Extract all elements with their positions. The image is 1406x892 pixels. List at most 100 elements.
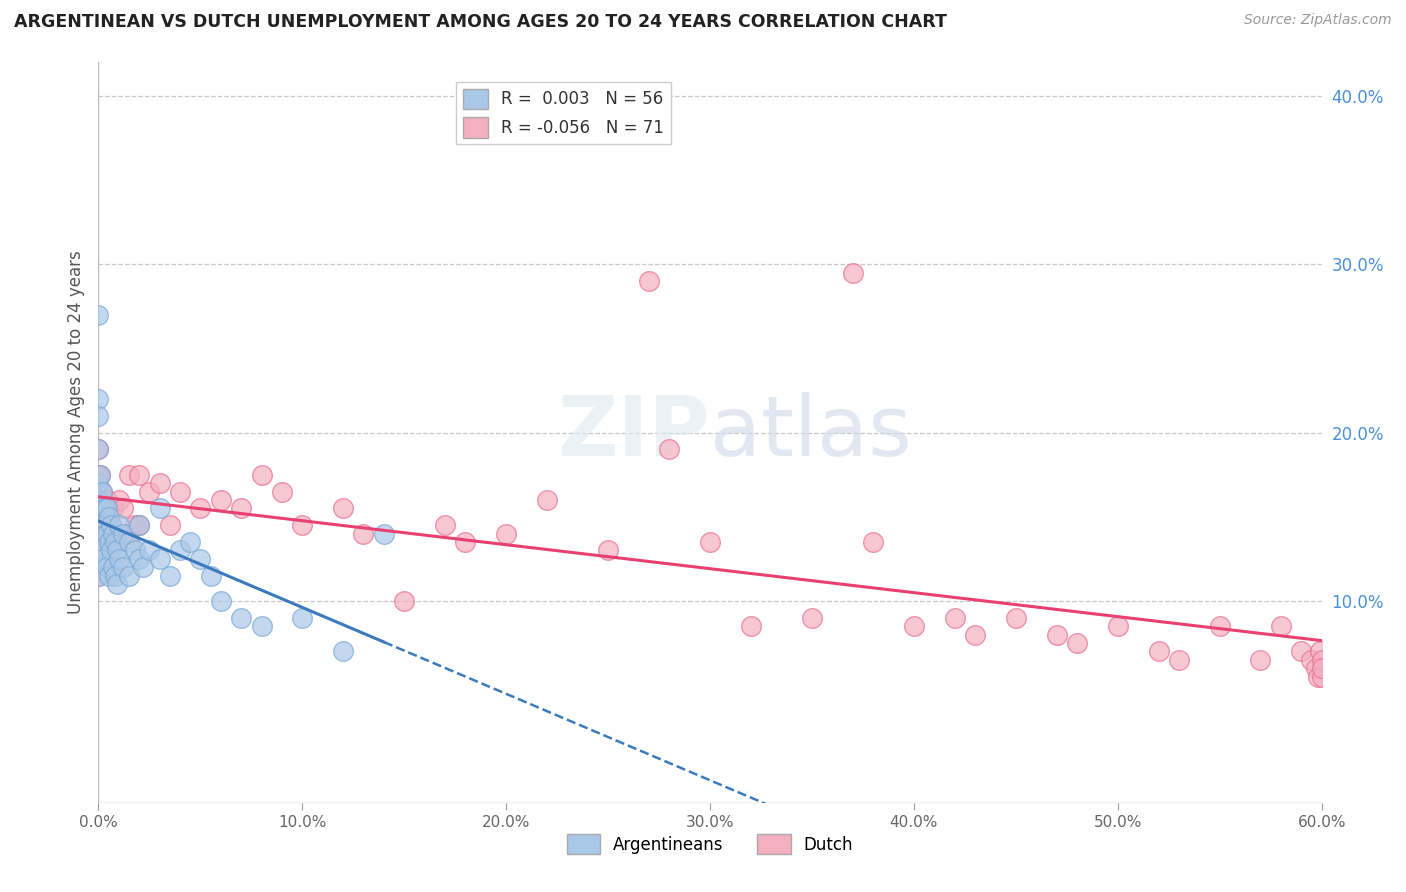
Point: [903, 619, 925, 633]
Point: [108, 492, 131, 507]
Point: [111, 526, 134, 541]
Point: [87, 308, 110, 322]
Point: [108, 518, 131, 533]
Point: [149, 476, 172, 491]
Point: [97, 568, 120, 582]
Point: [1309, 644, 1331, 658]
Text: atlas: atlas: [710, 392, 911, 473]
Point: [454, 535, 477, 549]
Point: [96, 560, 118, 574]
Point: [159, 568, 181, 582]
Point: [124, 518, 146, 533]
Y-axis label: Unemployment Among Ages 20 to 24 years: Unemployment Among Ages 20 to 24 years: [66, 251, 84, 615]
Point: [231, 501, 253, 516]
Point: [1291, 644, 1313, 658]
Point: [87, 568, 110, 582]
Point: [1167, 653, 1189, 667]
Point: [434, 518, 457, 533]
Point: [200, 568, 222, 582]
Point: [87, 392, 110, 406]
Point: [118, 526, 141, 541]
Point: [699, 535, 721, 549]
Point: [598, 543, 620, 558]
Point: [1310, 653, 1333, 667]
Legend: Argentineans, Dutch: Argentineans, Dutch: [560, 828, 860, 861]
Point: [87, 518, 110, 533]
Point: [138, 484, 160, 499]
Point: [93, 501, 115, 516]
Point: [536, 492, 558, 507]
Point: [132, 560, 155, 574]
Point: [179, 535, 201, 549]
Point: [332, 501, 354, 516]
Point: [270, 484, 294, 499]
Point: [108, 551, 131, 566]
Point: [332, 644, 354, 658]
Point: [128, 518, 150, 533]
Point: [101, 526, 124, 541]
Point: [128, 518, 150, 533]
Point: [1147, 644, 1170, 658]
Point: [373, 526, 395, 541]
Point: [97, 543, 120, 558]
Point: [1305, 661, 1327, 675]
Point: [637, 274, 661, 288]
Point: [658, 442, 681, 457]
Point: [87, 543, 110, 558]
Point: [841, 266, 863, 280]
Point: [352, 526, 374, 541]
Point: [89, 467, 111, 482]
Point: [118, 535, 141, 549]
Point: [89, 543, 111, 558]
Point: [188, 501, 212, 516]
Point: [111, 501, 134, 516]
Point: [100, 543, 122, 558]
Point: [96, 501, 118, 516]
Point: [1004, 610, 1026, 624]
Point: [91, 484, 114, 499]
Point: [87, 409, 110, 423]
Point: [93, 535, 115, 549]
Point: [250, 619, 273, 633]
Point: [97, 509, 120, 524]
Point: [91, 518, 114, 533]
Point: [101, 501, 124, 516]
Point: [1249, 653, 1271, 667]
Point: [128, 467, 150, 482]
Point: [87, 518, 110, 533]
Point: [104, 535, 127, 549]
Point: [97, 501, 120, 516]
Point: [1066, 636, 1088, 650]
Point: [87, 492, 110, 507]
Point: [124, 543, 146, 558]
Point: [105, 577, 128, 591]
Point: [1270, 619, 1292, 633]
Point: [89, 501, 111, 516]
Point: [1301, 653, 1323, 667]
Point: [1107, 619, 1129, 633]
Point: [101, 560, 124, 574]
Point: [87, 467, 110, 482]
Point: [118, 568, 141, 582]
Point: [87, 568, 110, 582]
Text: Source: ZipAtlas.com: Source: ZipAtlas.com: [1244, 13, 1392, 28]
Point: [87, 442, 110, 457]
Point: [495, 526, 517, 541]
Point: [111, 560, 134, 574]
Point: [943, 610, 966, 624]
Point: [291, 518, 314, 533]
Point: [89, 501, 111, 516]
Point: [159, 518, 181, 533]
Point: [291, 610, 314, 624]
Point: [801, 610, 824, 624]
Point: [104, 526, 127, 541]
Point: [91, 551, 114, 566]
Point: [169, 543, 191, 558]
Point: [89, 467, 111, 482]
Point: [1310, 670, 1333, 684]
Point: [105, 535, 128, 549]
Point: [87, 492, 110, 507]
Point: [209, 492, 232, 507]
Point: [1306, 670, 1329, 684]
Point: [209, 594, 232, 608]
